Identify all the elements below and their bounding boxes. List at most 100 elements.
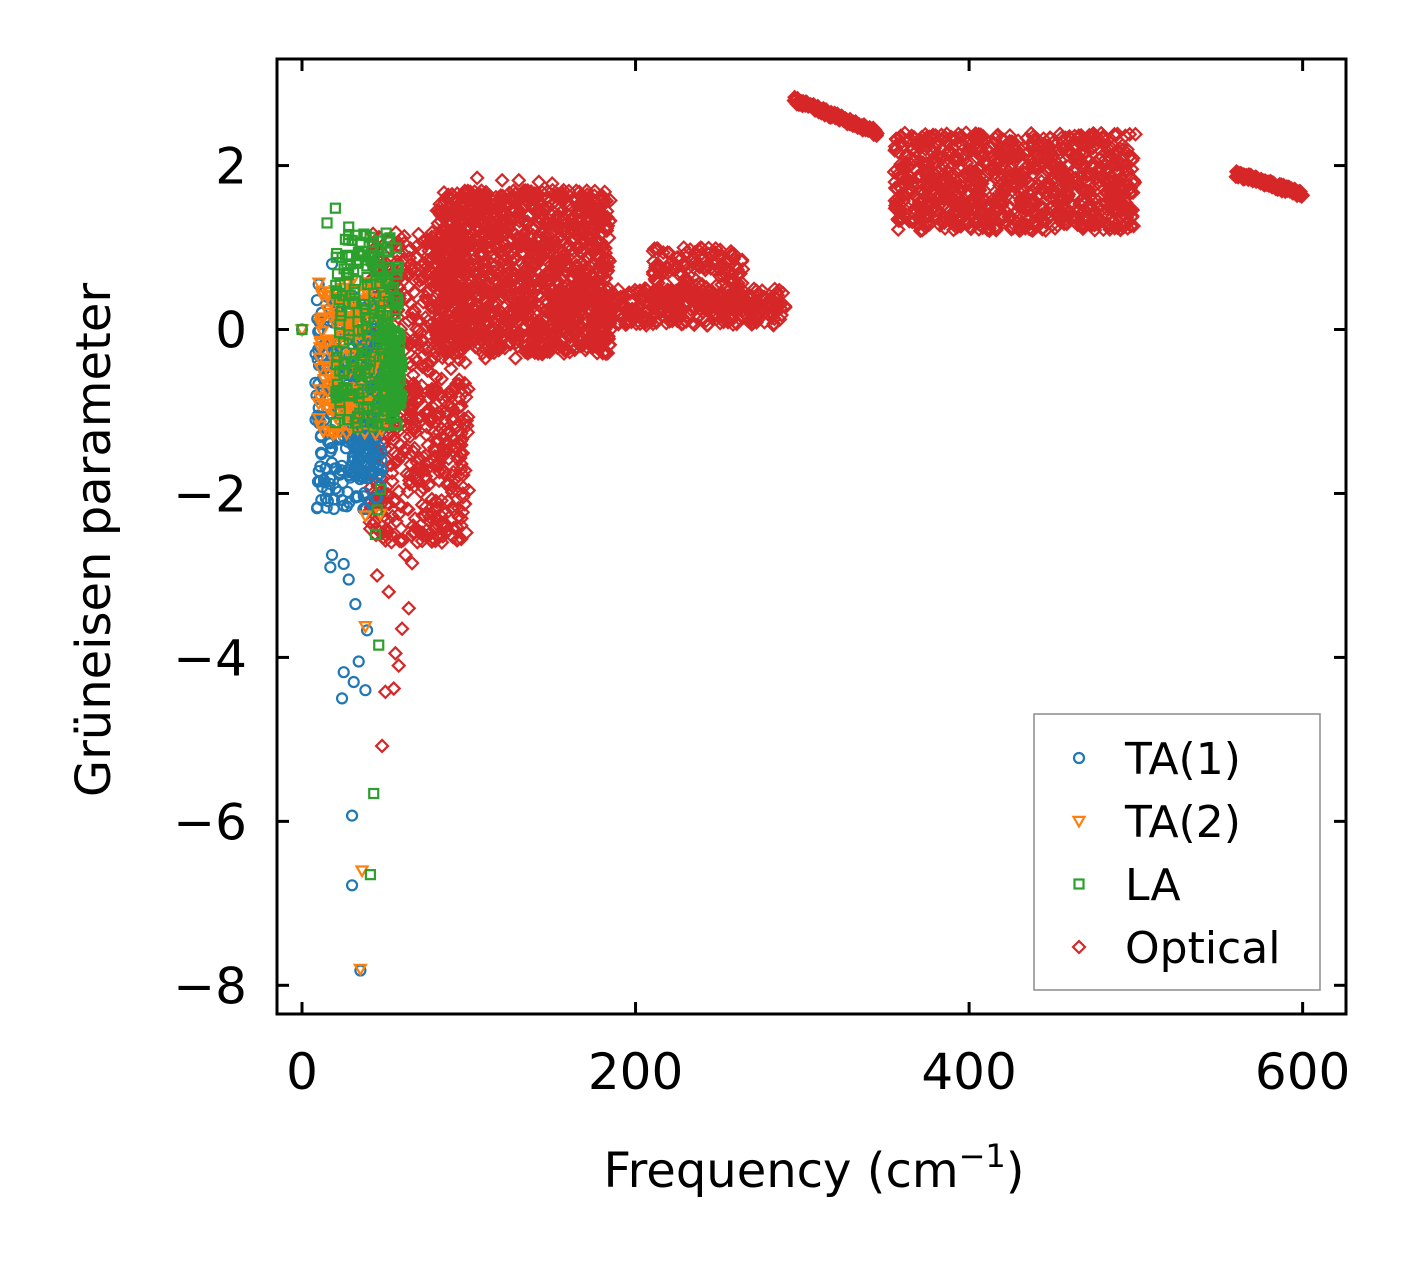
data-point — [392, 261, 405, 273]
data-point — [324, 334, 339, 348]
data-point — [393, 329, 405, 341]
data-point — [1085, 158, 1101, 174]
data-point — [455, 261, 472, 277]
data-point — [611, 308, 627, 324]
data-point — [708, 240, 724, 257]
data-point — [590, 247, 606, 263]
data-point — [377, 310, 389, 322]
data-point — [404, 474, 420, 490]
data-point — [1127, 126, 1144, 142]
data-point — [348, 283, 360, 296]
data-point — [637, 281, 653, 297]
data-point — [1055, 139, 1071, 155]
data-point — [391, 658, 407, 674]
data-point — [409, 353, 425, 369]
data-point — [1014, 218, 1030, 234]
data-point — [580, 261, 596, 277]
data-point — [337, 337, 350, 349]
data-point — [1086, 126, 1102, 142]
data-point — [1095, 167, 1111, 183]
data-point — [413, 325, 429, 341]
data-point — [467, 266, 483, 282]
data-point — [376, 376, 388, 388]
legend-label: LA — [1125, 860, 1181, 911]
data-point — [312, 318, 328, 331]
data-point — [1068, 170, 1084, 186]
data-point — [411, 389, 427, 405]
data-point — [589, 239, 605, 255]
data-point — [1092, 178, 1108, 194]
data-point — [368, 411, 380, 423]
data-point — [496, 260, 512, 276]
data-point — [569, 321, 585, 338]
data-point — [921, 142, 938, 158]
data-point — [337, 666, 350, 679]
data-point — [569, 257, 585, 273]
data-point — [453, 195, 469, 211]
data-point — [514, 298, 530, 314]
data-point — [445, 346, 461, 362]
data-point — [908, 144, 924, 160]
data-point — [684, 315, 700, 331]
data-point — [531, 174, 547, 190]
data-point — [542, 193, 558, 210]
data-point — [450, 334, 466, 350]
data-point — [1108, 156, 1124, 172]
data-point — [992, 197, 1008, 213]
data-point — [944, 180, 960, 196]
data-point — [712, 315, 728, 331]
data-point — [386, 681, 402, 697]
data-point — [1047, 220, 1063, 236]
data-point — [420, 405, 436, 421]
data-point — [888, 162, 904, 178]
data-point — [493, 283, 509, 299]
data-point — [559, 312, 575, 328]
data-point — [590, 308, 606, 324]
data-point — [944, 147, 960, 163]
data-point — [587, 183, 603, 199]
data-point — [900, 200, 916, 216]
data-point — [511, 299, 527, 315]
data-point — [733, 300, 750, 316]
data-point — [311, 475, 325, 488]
data-point — [1125, 185, 1141, 201]
data-point — [321, 217, 333, 229]
data-point — [567, 191, 583, 207]
data-point — [971, 221, 987, 237]
data-point — [392, 394, 404, 406]
data-point — [602, 337, 618, 353]
data-point — [580, 227, 596, 243]
data-point — [557, 298, 573, 314]
data-point — [408, 520, 424, 536]
data-point — [597, 316, 613, 332]
data-point — [422, 514, 438, 530]
data-point — [411, 273, 428, 289]
data-point — [697, 259, 713, 275]
data-point — [469, 170, 485, 186]
data-point — [364, 231, 376, 243]
data-point — [431, 473, 447, 489]
data-point — [1120, 220, 1136, 236]
data-point — [949, 151, 965, 167]
data-point — [431, 529, 447, 545]
data-point — [473, 183, 490, 199]
data-point — [927, 203, 943, 219]
data-point — [453, 456, 469, 472]
plot-frame — [275, 57, 1348, 1016]
data-point — [364, 356, 376, 368]
data-point — [332, 485, 345, 498]
data-point — [520, 183, 536, 199]
data-point — [951, 214, 967, 230]
data-point — [488, 189, 504, 205]
data-point — [429, 203, 445, 219]
data-point — [339, 233, 351, 245]
data-point — [432, 340, 448, 356]
data-point — [1082, 183, 1098, 199]
data-point — [969, 188, 985, 204]
data-point — [978, 210, 994, 226]
data-point — [936, 166, 952, 182]
data-point — [341, 485, 354, 499]
data-point — [402, 446, 418, 462]
data-point — [530, 201, 546, 217]
